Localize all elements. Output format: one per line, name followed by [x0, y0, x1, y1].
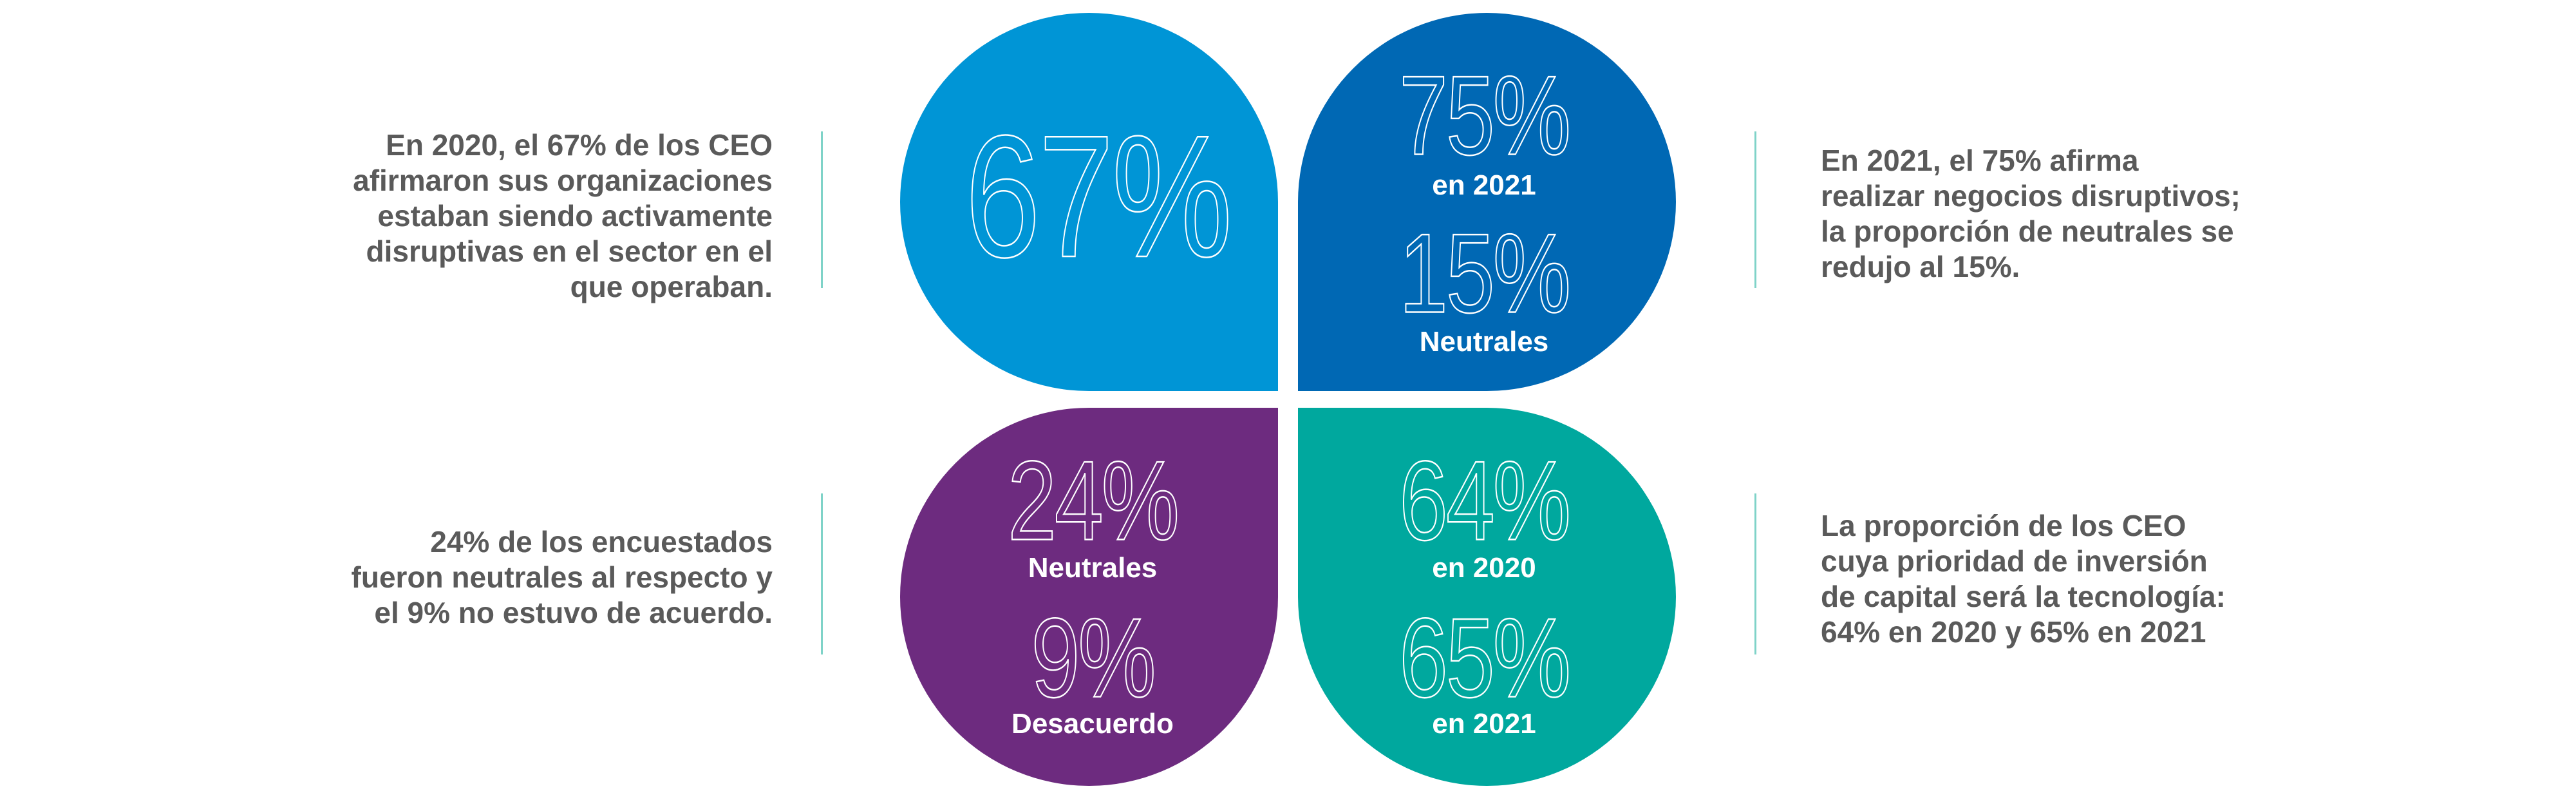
- description-line: realizar negocios disruptivos;: [1821, 179, 2241, 213]
- divider-line: [821, 131, 823, 288]
- description: La proporción de los CEO cuya prioridad d…: [1821, 508, 2226, 650]
- figure-value: 64%: [1398, 438, 1572, 564]
- divider-line: [1754, 131, 1756, 288]
- figure-label: Desacuerdo: [1011, 708, 1174, 740]
- figure-label: en 2021: [1432, 169, 1536, 201]
- divider-line: [821, 493, 823, 654]
- description: En 2020, el 67% de los CEO afirmaron sus …: [353, 128, 773, 305]
- petal: [900, 13, 1278, 391]
- figure-label: Neutrales: [1419, 326, 1549, 358]
- description-line: de capital será la tecnología:: [1821, 580, 2226, 613]
- description-line: disruptivas en el sector en el: [366, 234, 773, 268]
- petal: [1298, 408, 1676, 786]
- description-line: 24% de los encuestados: [430, 525, 773, 559]
- description-line: redujo al 15%.: [1821, 250, 2020, 283]
- figure-label: en 2020: [1432, 552, 1536, 584]
- description-line: cuya prioridad de inversión: [1821, 544, 2208, 578]
- petal: [900, 408, 1278, 786]
- figure-value: 24%: [1007, 438, 1180, 564]
- description-line: la proporción de neutrales se: [1821, 215, 2234, 248]
- figure-value: 67%: [964, 100, 1233, 294]
- description-line: En 2021, el 75% afirma: [1821, 144, 2139, 177]
- figure-value: 65%: [1398, 595, 1572, 721]
- description: En 2021, el 75% afirma realizar negocios …: [1821, 143, 2241, 285]
- description-line: que operaban.: [570, 270, 773, 303]
- figure-value: 9%: [1030, 595, 1156, 721]
- description-line: La proporción de los CEO: [1821, 509, 2186, 542]
- description-line: En 2020, el 67% de los CEO: [386, 128, 773, 162]
- description: 24% de los encuestados fueron neutrales a…: [352, 524, 773, 631]
- figure-label: en 2021: [1432, 708, 1536, 740]
- description-line: estaban siendo activamente: [377, 199, 773, 233]
- description-line: fueron neutrales al respecto y: [351, 560, 773, 594]
- description-line: afirmaron sus organizaciones: [353, 164, 773, 197]
- description-line: 64% en 2020 y 65% en 2021: [1821, 615, 2206, 649]
- description-line: el 9% no estuvo de acuerdo.: [374, 596, 773, 629]
- figure-label: Neutrales: [1028, 552, 1158, 584]
- petal: [1298, 13, 1676, 391]
- figure-value: 75%: [1398, 53, 1572, 179]
- figure-value: 15%: [1398, 211, 1572, 337]
- divider-line: [1754, 493, 1756, 654]
